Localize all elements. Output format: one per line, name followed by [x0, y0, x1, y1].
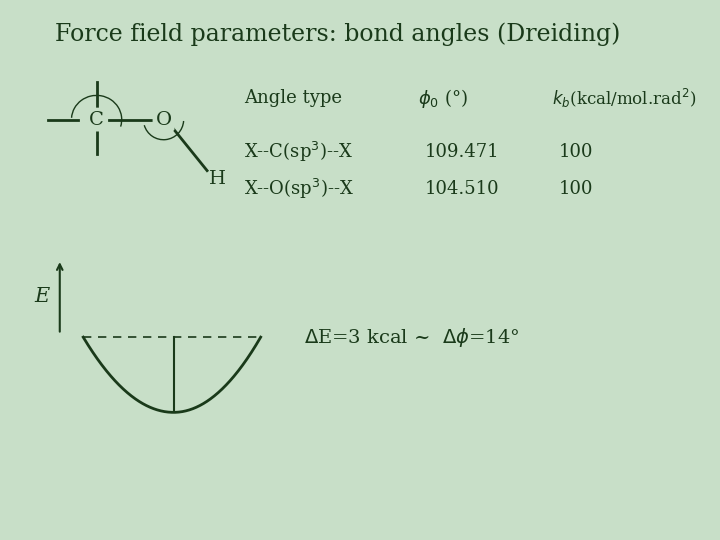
Text: E: E: [34, 287, 49, 306]
Text: 100: 100: [559, 143, 593, 161]
Text: X--C(sp$^3$)--X: X--C(sp$^3$)--X: [244, 140, 353, 164]
Text: $\Delta$E=3 kcal ~  $\Delta\phi$=14°: $\Delta$E=3 kcal ~ $\Delta\phi$=14°: [304, 326, 520, 349]
Text: $k_b$(kcal/mol.rad$^2$): $k_b$(kcal/mol.rad$^2$): [552, 86, 696, 110]
Text: 100: 100: [559, 180, 593, 198]
Text: 109.471: 109.471: [425, 143, 500, 161]
Text: H: H: [209, 170, 225, 188]
Text: C: C: [89, 111, 104, 129]
Text: Angle type: Angle type: [244, 89, 342, 107]
Text: X--O(sp$^3$)--X: X--O(sp$^3$)--X: [244, 177, 354, 201]
Text: 104.510: 104.510: [425, 180, 500, 198]
Text: Force field parameters: bond angles (Dreiding): Force field parameters: bond angles (Dre…: [55, 23, 621, 46]
Text: $\phi_0$ (°): $\phi_0$ (°): [418, 86, 468, 110]
Text: O: O: [156, 111, 171, 129]
